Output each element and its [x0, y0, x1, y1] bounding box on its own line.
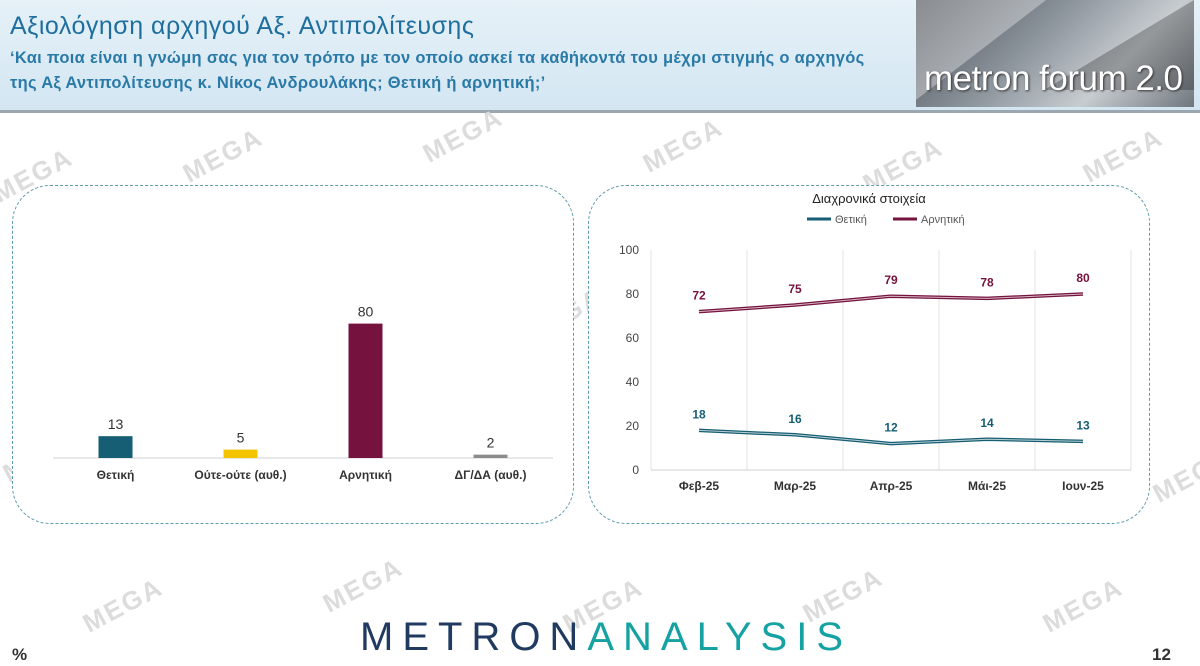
data-label: 72 — [692, 289, 706, 303]
line-chart-title: Διαχρονικά στοιχεία — [812, 191, 926, 206]
bar-chart-panel: 13 Θετική 5 Ούτε-ούτε (αυθ.) 80 Αρνητική 2 ΔΓ/Δ… — [12, 185, 574, 524]
series-line-highlight — [698, 429, 1084, 445]
bar-value-label: 80 — [358, 304, 374, 320]
data-label: 79 — [884, 273, 898, 287]
bar — [223, 449, 258, 458]
legend-label: Αρνητική — [921, 214, 965, 226]
bar-category-label: Ούτε-ούτε (αυθ.) — [194, 468, 286, 482]
data-label: 13 — [1076, 418, 1090, 432]
header-divider — [0, 110, 1200, 113]
watermark-text: MEGA — [637, 111, 728, 179]
page-number: 12 — [1152, 645, 1171, 664]
watermark-text: MEGA — [317, 551, 408, 619]
bar — [98, 436, 133, 458]
bar-value-label: 5 — [237, 430, 245, 446]
data-label: 80 — [1076, 271, 1090, 285]
legend-label: Θετική — [835, 214, 867, 226]
watermark-text: MEGA — [1077, 121, 1168, 189]
y-tick-label: 60 — [626, 331, 640, 345]
data-label: 18 — [692, 407, 706, 421]
bar-value-label: 13 — [108, 416, 124, 432]
metron-forum-logo: metron forum 2.0 — [916, 0, 1194, 107]
brand-analysis: ANALYSIS — [587, 615, 853, 659]
x-tick-label: Φεβ-25 — [679, 479, 720, 493]
page-title: Αξιολόγηση αρχηγού Αξ. Αντιπολίτευσης — [10, 12, 475, 40]
bar-value-label: 2 — [487, 435, 495, 451]
watermark-text: MEGA — [1147, 441, 1200, 509]
bar-category-label: Αρνητική — [339, 468, 392, 482]
x-tick-label: Μαρ-25 — [774, 479, 816, 493]
bar-chart: 13 Θετική 5 Ούτε-ούτε (αυθ.) 80 Αρνητική 2 ΔΓ/Δ… — [53, 304, 553, 482]
line-chart-panel: Διαχρονικά στοιχεία Θετική Αρνητική 0 20 40 6… — [588, 185, 1150, 524]
data-label: 78 — [980, 275, 994, 289]
watermark-text: MEGA — [1037, 571, 1128, 639]
y-tick-label: 20 — [626, 419, 640, 433]
bar-category-label: ΔΓ/ΔΑ (αυθ.) — [455, 468, 527, 482]
metron-analysis-logo: METRONANALYSIS — [360, 615, 852, 660]
data-label: 14 — [980, 416, 994, 430]
bar — [473, 454, 508, 458]
y-tick-label: 40 — [626, 375, 640, 389]
bar-category-label: Θετική — [97, 468, 135, 482]
x-tick-label: Απρ-25 — [870, 479, 913, 493]
series-line-highlight — [698, 293, 1084, 313]
y-tick-label: 80 — [626, 287, 640, 301]
x-tick-label: Μάι-25 — [968, 479, 1006, 493]
y-tick-label: 100 — [619, 243, 639, 257]
watermark-text: MEGA — [77, 571, 168, 639]
logo-decoration — [916, 0, 1046, 100]
x-tick-label: Ιουν-25 — [1062, 479, 1104, 493]
watermark-text: MEGA — [177, 121, 268, 189]
data-label: 12 — [884, 421, 898, 435]
y-tick-label: 0 — [632, 463, 639, 477]
line-chart: Διαχρονικά στοιχεία Θετική Αρνητική 0 20 40 6… — [619, 191, 1132, 493]
unit-label: % — [12, 645, 28, 664]
bar — [348, 323, 383, 458]
brand-metron: METRON — [360, 615, 588, 659]
logo-decoration — [1044, 0, 1194, 90]
data-label: 75 — [788, 282, 802, 296]
question-text: ‘Και ποια είναι η γνώμη σας για τον τρόπ… — [10, 49, 865, 92]
data-label: 16 — [788, 412, 802, 426]
logo-text: metron forum 2.0 — [924, 59, 1183, 98]
